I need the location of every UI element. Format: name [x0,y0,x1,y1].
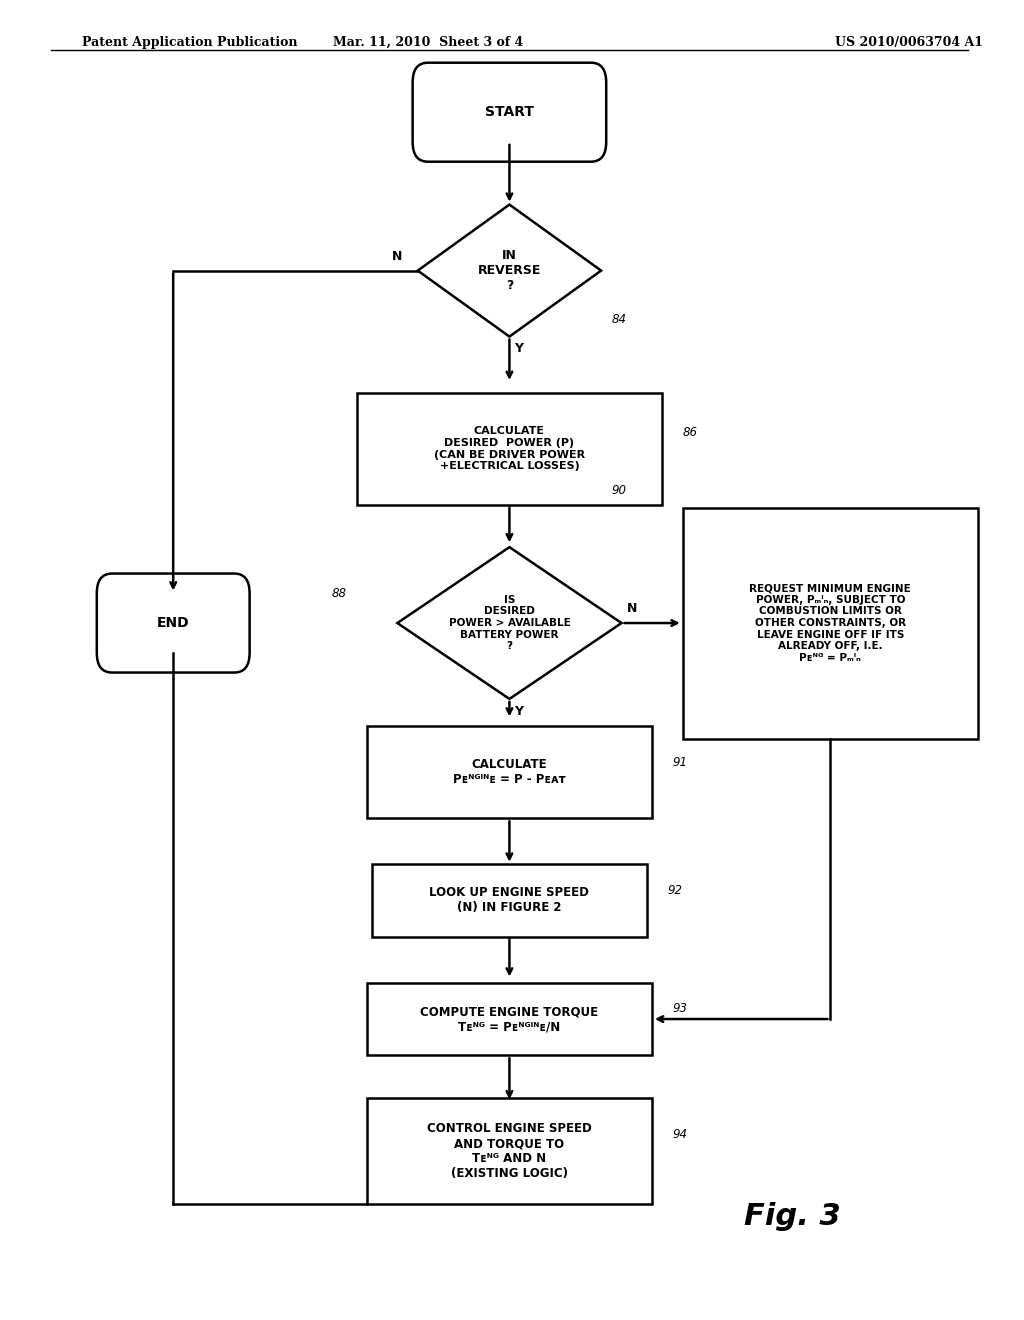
Polygon shape [397,546,622,700]
Text: Mar. 11, 2010  Sheet 3 of 4: Mar. 11, 2010 Sheet 3 of 4 [333,36,523,49]
Text: N: N [627,602,637,615]
Text: 93: 93 [673,1002,687,1015]
Text: 94: 94 [673,1127,687,1140]
Text: IS
DESIRED
POWER > AVAILABLE
BATTERY POWER
?: IS DESIRED POWER > AVAILABLE BATTERY POW… [449,595,570,651]
Bar [367,726,652,818]
Text: Fig. 3: Fig. 3 [743,1203,841,1232]
Text: 92: 92 [668,883,682,896]
Text: START: START [485,106,534,119]
FancyBboxPatch shape [413,62,606,161]
Text: REQUEST MINIMUM ENGINE
POWER, Pₘᴵₙ, SUBJECT TO
COMBUSTION LIMITS OR
OTHER CONSTR: REQUEST MINIMUM ENGINE POWER, Pₘᴵₙ, SUBJ… [750,583,911,663]
Text: US 2010/0063704 A1: US 2010/0063704 A1 [836,36,983,49]
Text: 86: 86 [683,425,697,438]
Text: 84: 84 [611,313,627,326]
Text: LOOK UP ENGINE SPEED
(N) IN FIGURE 2: LOOK UP ENGINE SPEED (N) IN FIGURE 2 [429,886,590,915]
Text: 91: 91 [673,755,687,768]
Text: 88: 88 [331,586,346,599]
Text: N: N [392,249,402,263]
Text: Patent Application Publication: Patent Application Publication [82,36,297,49]
Text: CALCULATE
Pᴇᴺᴳᴵᴺᴇ = P - Pᴇᴀᴛ: CALCULATE Pᴇᴺᴳᴵᴺᴇ = P - Pᴇᴀᴛ [453,758,565,787]
Bar [683,508,978,739]
Text: 90: 90 [611,484,627,498]
Text: END: END [157,616,189,630]
Bar [367,982,652,1056]
Bar [356,393,663,504]
Bar [372,865,647,937]
Text: COMPUTE ENGINE TORQUE
Tᴇᴺᴳ = Pᴇᴺᴳᴵᴺᴇ/N: COMPUTE ENGINE TORQUE Tᴇᴺᴳ = Pᴇᴺᴳᴵᴺᴇ/N [421,1005,598,1034]
FancyBboxPatch shape [97,573,250,672]
Text: IN
REVERSE
?: IN REVERSE ? [478,249,541,292]
Polygon shape [418,205,601,337]
Text: Y: Y [514,342,523,355]
Text: CALCULATE
DESIRED  POWER (P)
(CAN BE DRIVER POWER
+ELECTRICAL LOSSES): CALCULATE DESIRED POWER (P) (CAN BE DRIV… [434,426,585,471]
Bar [367,1098,652,1204]
Text: CONTROL ENGINE SPEED
AND TORQUE TO
Tᴇᴺᴳ AND N
(EXISTING LOGIC): CONTROL ENGINE SPEED AND TORQUE TO Tᴇᴺᴳ … [427,1122,592,1180]
Text: Y: Y [514,705,523,718]
